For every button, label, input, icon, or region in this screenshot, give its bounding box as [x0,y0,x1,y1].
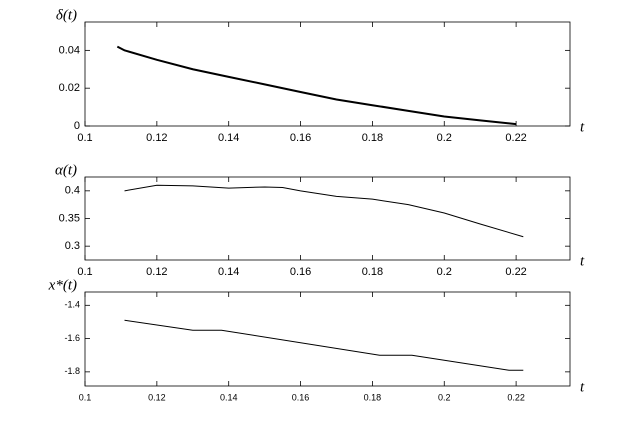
plot-frame [84,21,571,127]
x-tick-label: 0.18 [362,266,383,278]
y-tick-label: -1.6 [64,333,80,343]
x-tick-label: 0.16 [292,392,310,402]
x-tick-label: 0.14 [220,392,238,402]
x-tick-label: 0.12 [146,266,167,278]
line [124,184,524,238]
y-tick-label: -1.8 [64,366,80,376]
plot-frame [84,176,571,261]
x-axis-label: t [580,119,585,135]
x-tick-label: 0.14 [218,266,239,278]
x-tick-label: 0.14 [218,132,239,144]
y-tick-label: 0.35 [59,212,80,224]
x-tick-label: 0.22 [507,392,525,402]
line [124,319,524,371]
x-tick-label: 0.12 [146,132,167,144]
x-tick-label: 0.22 [505,266,526,278]
x-axis-label: t [580,253,585,269]
y-tick-label: 0 [74,120,80,132]
x-tick-label: 0.1 [77,132,92,144]
plot-frame [84,291,571,387]
y-tick-label: 0.4 [65,185,80,197]
y-tick-label: 0.3 [65,240,80,252]
x-tick-label: 0.22 [505,132,526,144]
x-tick-label: 0.2 [437,132,452,144]
x-tick-label: 0.1 [79,392,92,402]
y-axis-label: α(t) [55,162,77,178]
y-tick-label: 0.02 [59,82,80,94]
y-axis-label: δ(t) [56,7,77,23]
x-tick-label: 0.18 [362,132,383,144]
line [116,45,517,126]
x-tick-label: 0.1 [77,266,92,278]
x-tick-label: 0.2 [438,392,451,402]
x-tick-label: 0.16 [290,266,311,278]
x-tick-label: 0.18 [364,392,382,402]
y-axis-label: x*(t) [48,277,77,293]
x-tick-label: 0.16 [290,132,311,144]
x-tick-label: 0.12 [148,392,166,402]
x-tick-label: 0.2 [437,266,452,278]
y-tick-label: -1.4 [64,300,80,310]
x-axis-label: t [580,379,585,395]
y-tick-label: 0.04 [59,44,80,56]
